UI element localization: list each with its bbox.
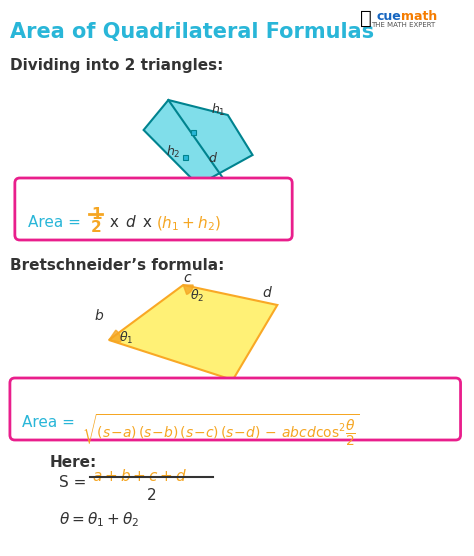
Polygon shape: [191, 130, 196, 135]
Polygon shape: [144, 100, 253, 185]
Text: $\theta_1$: $\theta_1$: [119, 330, 133, 346]
Text: Dividing into 2 triangles:: Dividing into 2 triangles:: [10, 58, 223, 73]
Text: Bretschneider’s formula:: Bretschneider’s formula:: [10, 258, 224, 273]
Text: Here:: Here:: [49, 455, 97, 470]
Text: d: d: [126, 215, 136, 230]
Text: Area =: Area =: [22, 415, 80, 430]
Text: Area of Quadrilateral Formulas: Area of Quadrilateral Formulas: [10, 22, 374, 42]
Text: Area =: Area =: [28, 215, 85, 230]
Text: 🚀: 🚀: [360, 8, 371, 27]
Text: 2: 2: [91, 220, 102, 235]
Text: $a$: $a$: [186, 383, 196, 397]
Polygon shape: [109, 285, 277, 380]
Text: $(h_1 + h_2)$: $(h_1 + h_2)$: [156, 215, 221, 234]
Text: cue: cue: [376, 10, 401, 23]
Text: x: x: [105, 215, 124, 230]
FancyBboxPatch shape: [10, 378, 461, 440]
Text: $d$: $d$: [208, 151, 218, 165]
Text: $\theta = \theta_1 + \theta_2$: $\theta = \theta_1 + \theta_2$: [59, 510, 140, 529]
FancyBboxPatch shape: [15, 178, 292, 240]
Text: $b$: $b$: [94, 307, 104, 322]
Wedge shape: [109, 330, 121, 342]
Text: $c$: $c$: [183, 271, 192, 285]
Text: $h_1$: $h_1$: [211, 102, 226, 118]
Text: x: x: [137, 215, 156, 230]
Text: 1: 1: [91, 207, 101, 222]
Wedge shape: [183, 285, 193, 294]
Text: $d$: $d$: [263, 285, 273, 300]
Text: $h_2$: $h_2$: [166, 144, 181, 160]
Text: math: math: [401, 10, 438, 23]
Text: $a + b + c + d$: $a + b + c + d$: [92, 468, 187, 484]
Text: THE MATH EXPERT: THE MATH EXPERT: [372, 22, 436, 28]
Text: $\sqrt{(s\!-\!a)\,(s\!-\!b)\,(s\!-\!c)\,(s\!-\!d)\,-\,abcd\cos^2\!\dfrac{\theta}: $\sqrt{(s\!-\!a)\,(s\!-\!b)\,(s\!-\!c)\,…: [82, 412, 360, 448]
Text: $\theta_2$: $\theta_2$: [190, 288, 204, 304]
Polygon shape: [183, 155, 188, 160]
Text: S =: S =: [59, 475, 91, 490]
Text: 2: 2: [146, 488, 156, 503]
